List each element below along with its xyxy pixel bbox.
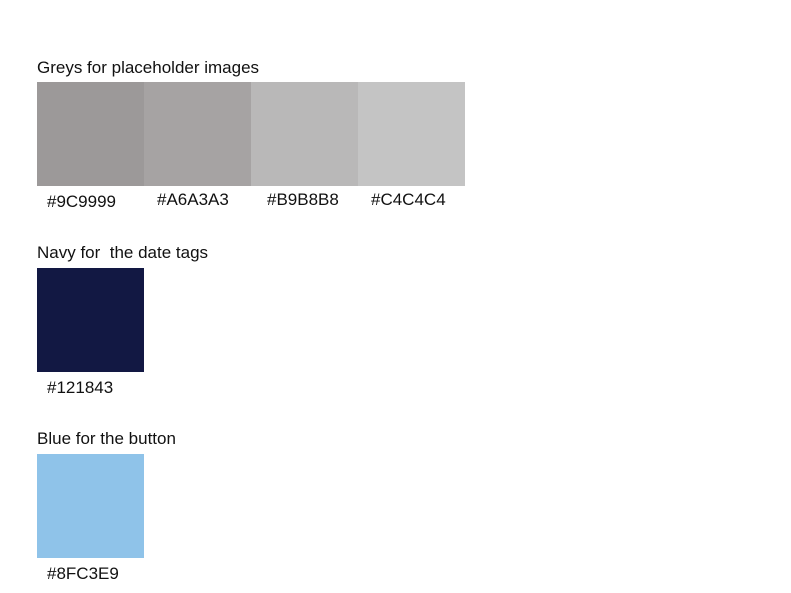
section-title-navy: Navy for the date tags [37, 243, 209, 262]
swatch-row-blue [37, 454, 144, 558]
color-swatch [144, 82, 251, 186]
hex-label: #C4C4C4 [371, 190, 446, 209]
color-swatch [37, 82, 144, 186]
color-swatch [37, 454, 144, 558]
hex-label: #121843 [47, 378, 114, 397]
hex-label: #8FC3E9 [47, 564, 119, 583]
color-swatch [37, 268, 144, 372]
color-swatch [251, 82, 358, 186]
hex-label: #B9B8B8 [267, 190, 339, 209]
section-title-blue: Blue for the button [37, 429, 176, 448]
section-title-greys: Greys for placeholder images [37, 58, 260, 77]
hex-label: #A6A3A3 [157, 190, 229, 209]
swatch-row-greys [37, 82, 465, 186]
color-swatch [358, 82, 465, 186]
hex-label: #9C9999 [47, 192, 117, 211]
swatch-row-navy [37, 268, 144, 372]
